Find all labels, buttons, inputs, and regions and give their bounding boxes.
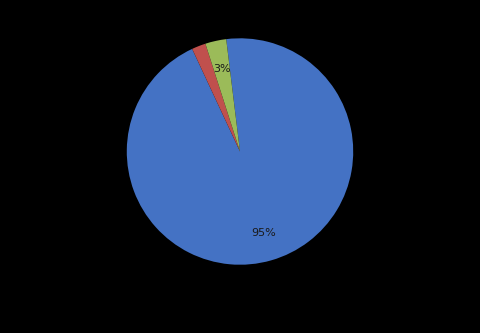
Wedge shape: [192, 44, 240, 152]
Wedge shape: [127, 38, 353, 265]
Text: 95%: 95%: [251, 228, 276, 238]
Text: 3%: 3%: [213, 64, 230, 74]
Wedge shape: [205, 39, 240, 152]
